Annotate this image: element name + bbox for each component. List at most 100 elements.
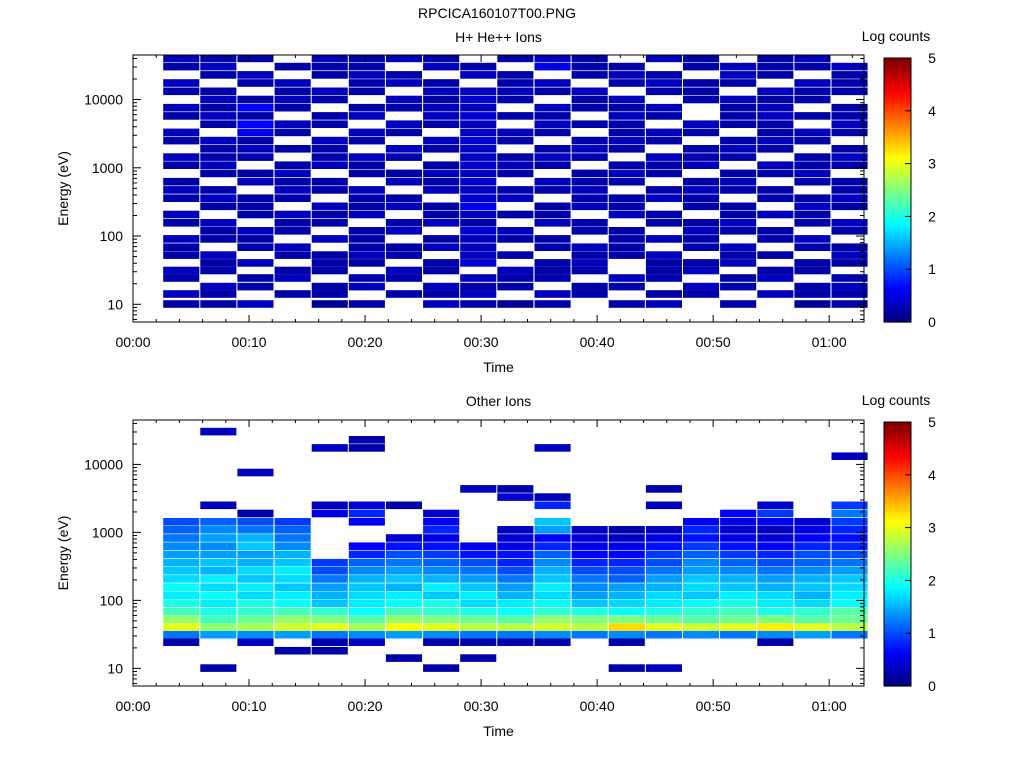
colorbar-segment [884,179,911,183]
heatmap-cell [534,79,571,87]
heatmap-cell [497,161,534,169]
heatmap-cell [534,615,571,624]
heatmap-cell [831,274,868,282]
heatmap-cell [683,550,720,559]
colorbar-segment [884,58,911,62]
heatmap-cell [460,615,497,624]
heatmap-cell [200,169,237,178]
heatmap-cell [683,128,720,137]
heatmap-cell [274,542,311,550]
colorbar-segment [884,569,911,574]
heatmap-cell [683,227,720,235]
heatmap-cell [608,274,645,282]
heatmap-cell [348,436,385,444]
heatmap-cell [794,542,831,550]
colorbar-segment [884,102,911,107]
heatmap-cell [423,664,460,672]
heatmap-cell [348,282,385,291]
heatmap-cell [571,583,608,591]
heatmap-cell [645,567,682,575]
heatmap-cell [831,259,868,267]
colorbar-segment [884,303,911,307]
heatmap-cell [423,623,460,631]
x-tick-label: 00:50 [696,698,731,714]
heatmap-cell [385,55,422,63]
heatmap-cell [163,235,200,243]
colorbar-segment [884,680,911,684]
heatmap-cell [683,290,720,298]
colorbar-segment [884,543,911,547]
heatmap-cell [348,251,385,259]
heatmap-cell [497,153,534,161]
heatmap-cell [534,526,571,534]
heatmap-cell [200,300,237,308]
heatmap-cell [237,282,274,291]
heatmap-cell [831,71,868,79]
heatmap-cell [237,153,274,161]
heatmap-cell [497,282,534,291]
heatmap-cell [645,251,682,259]
heatmap-cell [831,623,868,631]
colorbar-segment [884,630,911,634]
heatmap-cell [571,136,608,145]
heatmap-cell [757,290,794,298]
heatmap-cell [274,251,311,259]
heatmap-cell [311,630,348,639]
heatmap-cell [757,501,794,510]
heatmap-cell [385,290,422,298]
x-tick-label: 00:40 [580,334,615,350]
heatmap-cell [163,87,200,96]
heatmap-cell [237,103,274,112]
heatmap-cell [348,591,385,599]
heatmap-cell [200,526,237,534]
heatmap-cell [720,282,757,291]
heatmap-cell [720,630,757,639]
heatmap-cell [831,550,868,559]
colorbar-segment [884,213,911,217]
heatmap-cell [200,623,237,631]
heatmap-cell [683,202,720,211]
heatmap-cell [423,575,460,583]
heatmap-cell [311,71,348,79]
heatmap-cell [534,210,571,219]
heatmap-cell [311,112,348,120]
heatmap-cell [720,518,757,526]
heatmap-cell [608,235,645,243]
heatmap-cell [385,623,422,631]
heatmap-cell [831,112,868,120]
heatmap-cell [348,518,385,526]
heatmap-cell [311,444,348,452]
heatmap-cell [534,153,571,161]
heatmap-cell [794,630,831,639]
colorbar-segment [884,203,911,207]
heatmap-cell [683,120,720,128]
colorbar-segment [884,131,911,136]
colorbar-segment [884,617,911,621]
heatmap-cell [460,300,497,308]
heatmap-cell [460,607,497,616]
heatmap-cell [608,599,645,607]
heatmap-cell [311,219,348,227]
heatmap-cell [645,186,682,194]
heatmap-cell [497,583,534,591]
heatmap-cell [385,128,422,137]
heatmap-cell [311,583,348,591]
colorbar-segment [884,606,911,611]
heatmap-cell [460,583,497,591]
heatmap-cell [385,120,422,128]
heatmap-cell [757,615,794,624]
heatmap-cell [200,664,237,672]
x-tick-label: 00:10 [232,334,267,350]
heatmap-cell [534,542,571,550]
heatmap-cell [757,62,794,71]
heatmap-cell [348,558,385,567]
heatmap-cell [423,518,460,526]
heatmap-cell [683,623,720,631]
heatmap-cell [720,145,757,153]
heatmap-cell [608,62,645,71]
colorbar-segment [884,662,911,666]
heatmap-cell [311,210,348,219]
heatmap-cell [163,534,200,542]
heatmap-cell [460,71,497,79]
heatmap-cell [163,79,200,87]
